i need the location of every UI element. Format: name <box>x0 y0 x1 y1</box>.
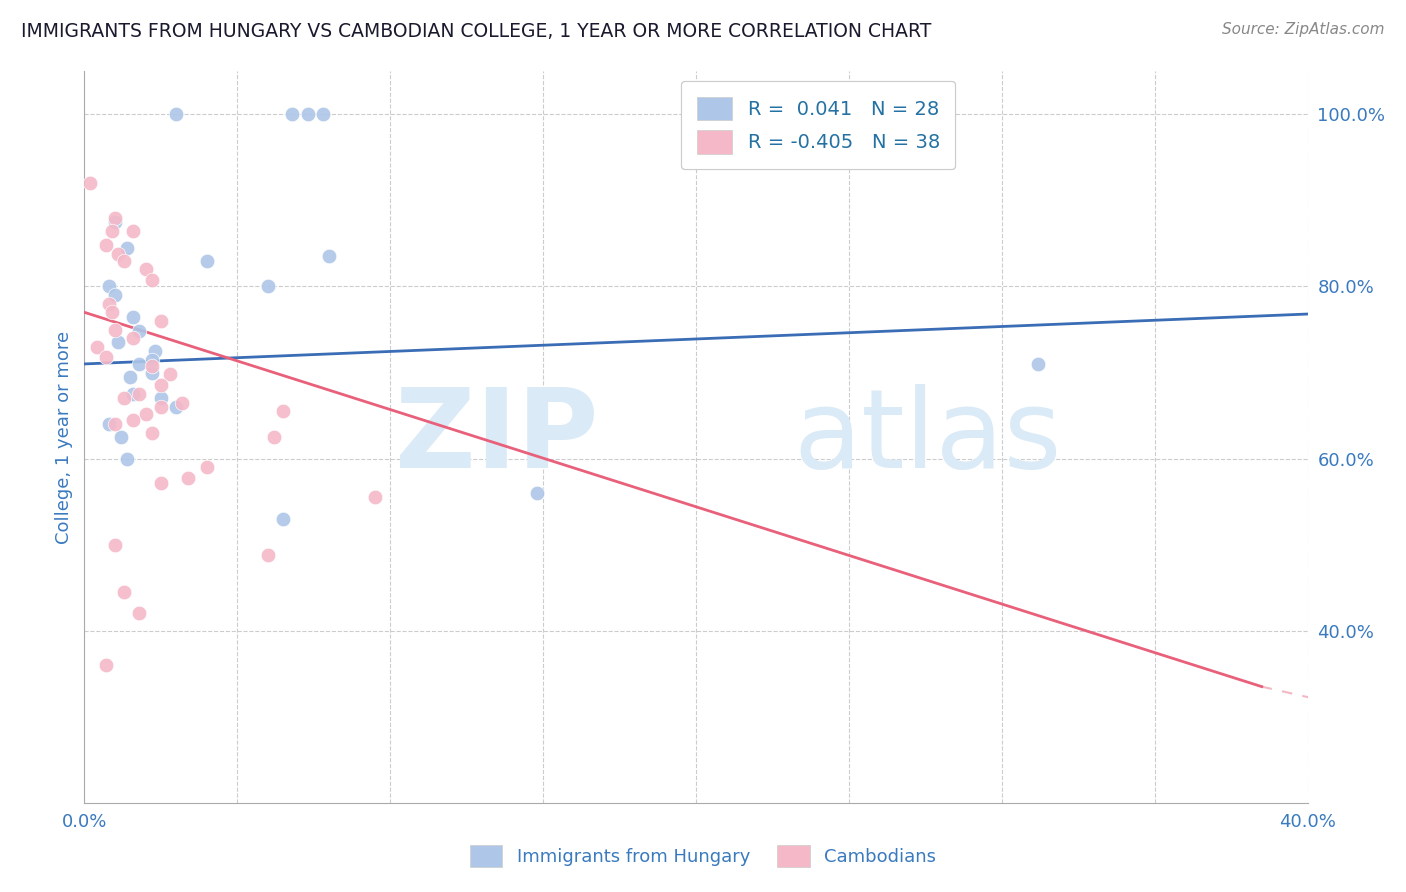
Point <box>128 607 150 621</box>
Point <box>149 378 172 392</box>
Legend: R =  0.041   N = 28, R = -0.405   N = 38: R = 0.041 N = 28, R = -0.405 N = 38 <box>682 81 955 169</box>
Point <box>101 223 124 237</box>
Point <box>257 279 280 293</box>
Point <box>135 262 157 277</box>
Text: Source: ZipAtlas.com: Source: ZipAtlas.com <box>1222 22 1385 37</box>
Text: IMMIGRANTS FROM HUNGARY VS CAMBODIAN COLLEGE, 1 YEAR OR MORE CORRELATION CHART: IMMIGRANTS FROM HUNGARY VS CAMBODIAN COL… <box>21 22 931 41</box>
Text: atlas: atlas <box>794 384 1063 491</box>
Point <box>97 279 120 293</box>
Point <box>165 400 187 414</box>
Point <box>312 107 335 121</box>
Point <box>104 215 127 229</box>
Point <box>94 350 117 364</box>
Text: ZIP: ZIP <box>395 384 598 491</box>
Point <box>165 107 187 121</box>
Point <box>107 335 129 350</box>
Point <box>112 253 135 268</box>
Point <box>79 176 101 190</box>
Point <box>141 366 163 380</box>
Point <box>122 310 145 324</box>
Point <box>149 314 172 328</box>
Point <box>141 352 163 367</box>
Point <box>94 658 117 673</box>
Point <box>122 223 145 237</box>
Point <box>97 296 120 310</box>
Point <box>1028 357 1050 371</box>
Point <box>112 392 135 406</box>
Point <box>104 538 127 552</box>
Point <box>257 548 280 562</box>
Point <box>104 288 127 302</box>
Legend: Immigrants from Hungary, Cambodians: Immigrants from Hungary, Cambodians <box>463 838 943 874</box>
Point <box>97 417 120 432</box>
Point <box>159 368 181 382</box>
Point <box>172 395 194 409</box>
Point <box>149 392 172 406</box>
Point <box>128 357 150 371</box>
Point <box>101 305 124 319</box>
Point <box>120 369 142 384</box>
Point <box>141 359 163 373</box>
Point <box>318 249 340 263</box>
Point <box>122 413 145 427</box>
Point <box>128 324 150 338</box>
Point <box>195 253 218 268</box>
Point <box>271 404 294 418</box>
Point <box>86 340 108 354</box>
Point <box>107 247 129 261</box>
Point <box>115 451 138 466</box>
Point <box>110 430 132 444</box>
Point <box>122 331 145 345</box>
Point <box>104 322 127 336</box>
Point <box>143 344 166 359</box>
Point <box>141 272 163 286</box>
Point <box>112 585 135 599</box>
Point <box>141 425 163 440</box>
Point <box>177 470 200 484</box>
Point <box>115 241 138 255</box>
Point <box>104 417 127 432</box>
Point <box>297 107 319 121</box>
Point <box>128 387 150 401</box>
Point <box>526 486 548 500</box>
Point <box>149 475 172 490</box>
Point <box>364 491 387 505</box>
Point <box>271 512 294 526</box>
Point <box>104 211 127 225</box>
Y-axis label: College, 1 year or more: College, 1 year or more <box>55 331 73 543</box>
Point <box>149 400 172 414</box>
Point <box>263 430 285 444</box>
Point <box>195 460 218 475</box>
Point <box>281 107 304 121</box>
Point <box>122 387 145 401</box>
Point <box>135 407 157 421</box>
Point <box>94 238 117 252</box>
